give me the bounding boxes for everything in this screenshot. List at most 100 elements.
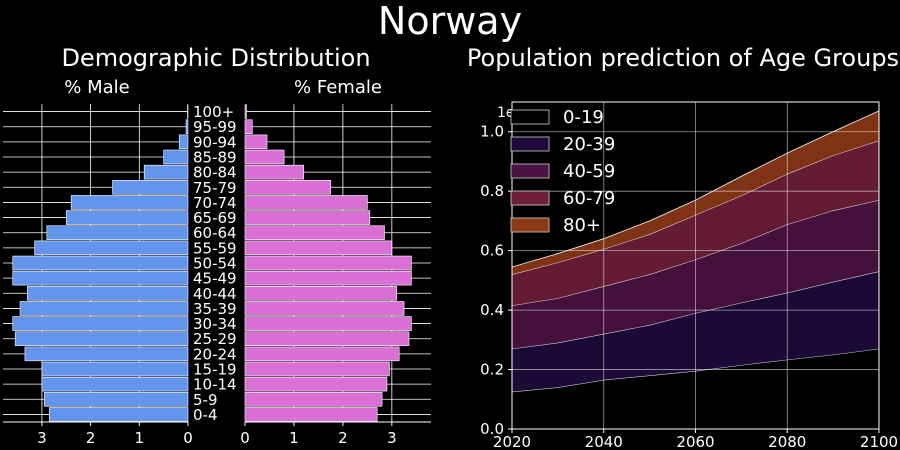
female-bar bbox=[244, 119, 253, 134]
male-x-tick-label: 2 bbox=[86, 429, 96, 447]
male-bar bbox=[41, 376, 189, 392]
female-bar bbox=[244, 407, 378, 422]
age-group-label: 80-84 bbox=[193, 164, 237, 182]
male-bar bbox=[14, 331, 189, 346]
legend-swatch bbox=[510, 109, 550, 125]
legend-swatch bbox=[510, 217, 550, 233]
age-group-label: 10-14 bbox=[193, 376, 237, 394]
male-bar bbox=[46, 225, 189, 240]
female-x-tick-label: 1 bbox=[289, 429, 299, 447]
age-group-label: 20-24 bbox=[193, 345, 237, 363]
male-bar bbox=[24, 346, 189, 362]
age-group-label: 100+ bbox=[193, 103, 234, 121]
pyramid-male-panel: 3 2 1 0 bbox=[3, 104, 193, 447]
female-x-tick-label: 2 bbox=[338, 429, 348, 447]
age-group-labels: 0-45-910-1415-1920-2425-2930-3435-3940-4… bbox=[193, 103, 237, 424]
female-x-tick-label: 0 bbox=[240, 429, 250, 447]
male-bar bbox=[185, 119, 189, 134]
female-bar bbox=[244, 346, 400, 362]
female-bar bbox=[244, 361, 390, 377]
female-bar bbox=[244, 149, 285, 165]
y-tick-label: 1.0 bbox=[480, 123, 504, 141]
age-group-label: 25-29 bbox=[193, 330, 237, 348]
pyramid-title: Demographic Distribution bbox=[61, 44, 370, 72]
legend-label: 20-39 bbox=[563, 134, 615, 155]
male-bar bbox=[19, 301, 189, 316]
figure-title: Norway bbox=[378, 0, 522, 43]
legend-label: 40-59 bbox=[563, 161, 615, 182]
area-80+ bbox=[512, 110, 879, 275]
female-bar bbox=[244, 255, 412, 271]
x-tick-label: 2100 bbox=[860, 433, 898, 450]
population-area-chart: 2020 2040 2060 2080 2100 0.0 0.2 0.4 0.6 0.8 1.0 0-… bbox=[480, 101, 898, 450]
female-bar bbox=[244, 134, 268, 150]
male-bar bbox=[12, 270, 189, 286]
forecast-title: Population prediction of Age Groups bbox=[467, 44, 899, 72]
legend-swatch bbox=[510, 136, 550, 152]
female-bar bbox=[244, 240, 393, 256]
age-group-label: 65-69 bbox=[193, 209, 237, 227]
age-group-label: 5-9 bbox=[193, 391, 218, 409]
male-bar bbox=[163, 149, 189, 165]
male-bar bbox=[65, 210, 189, 225]
y-tick-label: 0.0 bbox=[480, 420, 504, 438]
pyramid-female-panel: 0 1 2 3 bbox=[240, 104, 431, 447]
y-tick-label: 0.8 bbox=[480, 182, 504, 200]
male-bar bbox=[41, 361, 189, 377]
age-group-label: 30-34 bbox=[193, 315, 237, 333]
legend-swatch bbox=[510, 163, 550, 179]
legend-swatch bbox=[510, 190, 550, 206]
age-group-label: 35-39 bbox=[193, 300, 237, 318]
male-x-tick-label: 1 bbox=[135, 429, 145, 447]
male-axis-title: % Male bbox=[64, 77, 129, 98]
male-bar bbox=[178, 134, 189, 150]
age-group-label: 90-94 bbox=[193, 133, 237, 151]
female-bar bbox=[244, 301, 405, 316]
age-group-label: 50-54 bbox=[193, 255, 237, 273]
age-group-label: 60-64 bbox=[193, 224, 237, 242]
female-bar bbox=[244, 316, 412, 331]
male-bar bbox=[27, 286, 189, 301]
female-bar bbox=[244, 270, 412, 286]
male-x-tick-label: 0 bbox=[183, 429, 193, 447]
male-bar bbox=[34, 240, 189, 256]
female-bar bbox=[244, 104, 247, 119]
male-x-tick-label: 3 bbox=[37, 429, 47, 447]
x-tick-label: 2020 bbox=[493, 433, 531, 450]
female-bar bbox=[244, 331, 410, 346]
age-group-label: 15-19 bbox=[193, 361, 237, 379]
age-group-label: 55-59 bbox=[193, 239, 237, 257]
female-bar bbox=[244, 225, 385, 240]
legend-label: 60-79 bbox=[563, 188, 615, 209]
female-bar bbox=[244, 180, 331, 195]
female-bar bbox=[244, 195, 368, 210]
x-tick-label: 2080 bbox=[768, 433, 806, 450]
female-bar bbox=[244, 392, 383, 407]
y-tick-label: 0.6 bbox=[480, 242, 504, 260]
male-bar bbox=[44, 392, 189, 407]
male-bar bbox=[143, 164, 189, 180]
y-tick-label: 0.4 bbox=[480, 301, 504, 319]
male-bar bbox=[112, 180, 189, 195]
legend-label: 80+ bbox=[563, 215, 601, 236]
female-bar bbox=[244, 376, 388, 392]
male-bar bbox=[48, 407, 189, 422]
y-tick-label: 0.2 bbox=[480, 361, 504, 379]
legend-label: 0-19 bbox=[563, 107, 604, 128]
male-bar bbox=[12, 255, 189, 271]
age-group-label: 85-89 bbox=[193, 149, 237, 167]
age-group-label: 95-99 bbox=[193, 118, 237, 136]
age-group-label: 40-44 bbox=[193, 285, 237, 303]
female-bar bbox=[244, 164, 305, 180]
female-x-tick-label: 3 bbox=[387, 429, 397, 447]
male-bar bbox=[12, 316, 189, 331]
age-group-label: 45-49 bbox=[193, 270, 237, 288]
age-group-label: 70-74 bbox=[193, 194, 237, 212]
age-group-label: 0-4 bbox=[193, 406, 218, 424]
x-tick-label: 2040 bbox=[585, 433, 623, 450]
female-bar bbox=[244, 286, 398, 301]
female-axis-title: % Female bbox=[294, 77, 382, 98]
male-bar bbox=[70, 195, 189, 210]
age-group-label: 75-79 bbox=[193, 179, 237, 197]
